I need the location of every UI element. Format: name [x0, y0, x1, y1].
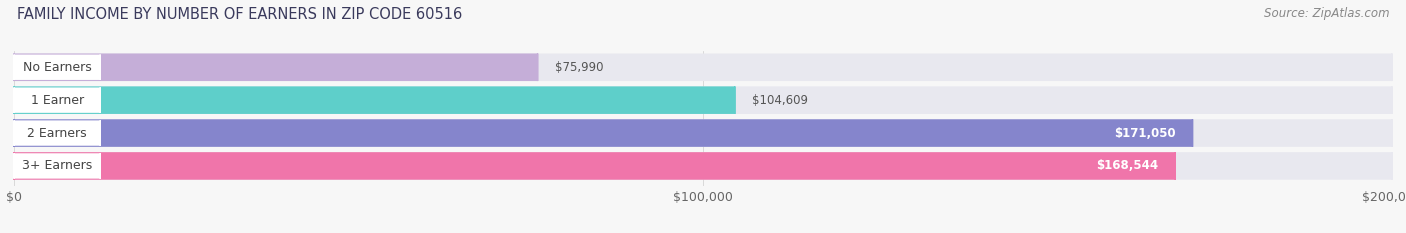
FancyBboxPatch shape [14, 55, 100, 80]
Text: 2 Earners: 2 Earners [27, 127, 87, 140]
FancyBboxPatch shape [14, 119, 1392, 147]
Text: Source: ZipAtlas.com: Source: ZipAtlas.com [1264, 7, 1389, 20]
FancyBboxPatch shape [14, 54, 1392, 81]
Text: 1 Earner: 1 Earner [31, 94, 84, 107]
Text: FAMILY INCOME BY NUMBER OF EARNERS IN ZIP CODE 60516: FAMILY INCOME BY NUMBER OF EARNERS IN ZI… [17, 7, 463, 22]
FancyBboxPatch shape [14, 152, 1392, 180]
Text: 3+ Earners: 3+ Earners [22, 159, 93, 172]
FancyBboxPatch shape [14, 87, 100, 113]
Text: No Earners: No Earners [22, 61, 91, 74]
Text: $75,990: $75,990 [555, 61, 603, 74]
FancyBboxPatch shape [14, 120, 100, 146]
Text: $104,609: $104,609 [752, 94, 808, 107]
FancyBboxPatch shape [14, 54, 537, 81]
Text: $171,050: $171,050 [1114, 127, 1175, 140]
Text: $168,544: $168,544 [1095, 159, 1159, 172]
FancyBboxPatch shape [14, 86, 1392, 114]
FancyBboxPatch shape [14, 152, 1175, 180]
FancyBboxPatch shape [14, 86, 735, 114]
FancyBboxPatch shape [14, 153, 100, 179]
FancyBboxPatch shape [14, 119, 1192, 147]
